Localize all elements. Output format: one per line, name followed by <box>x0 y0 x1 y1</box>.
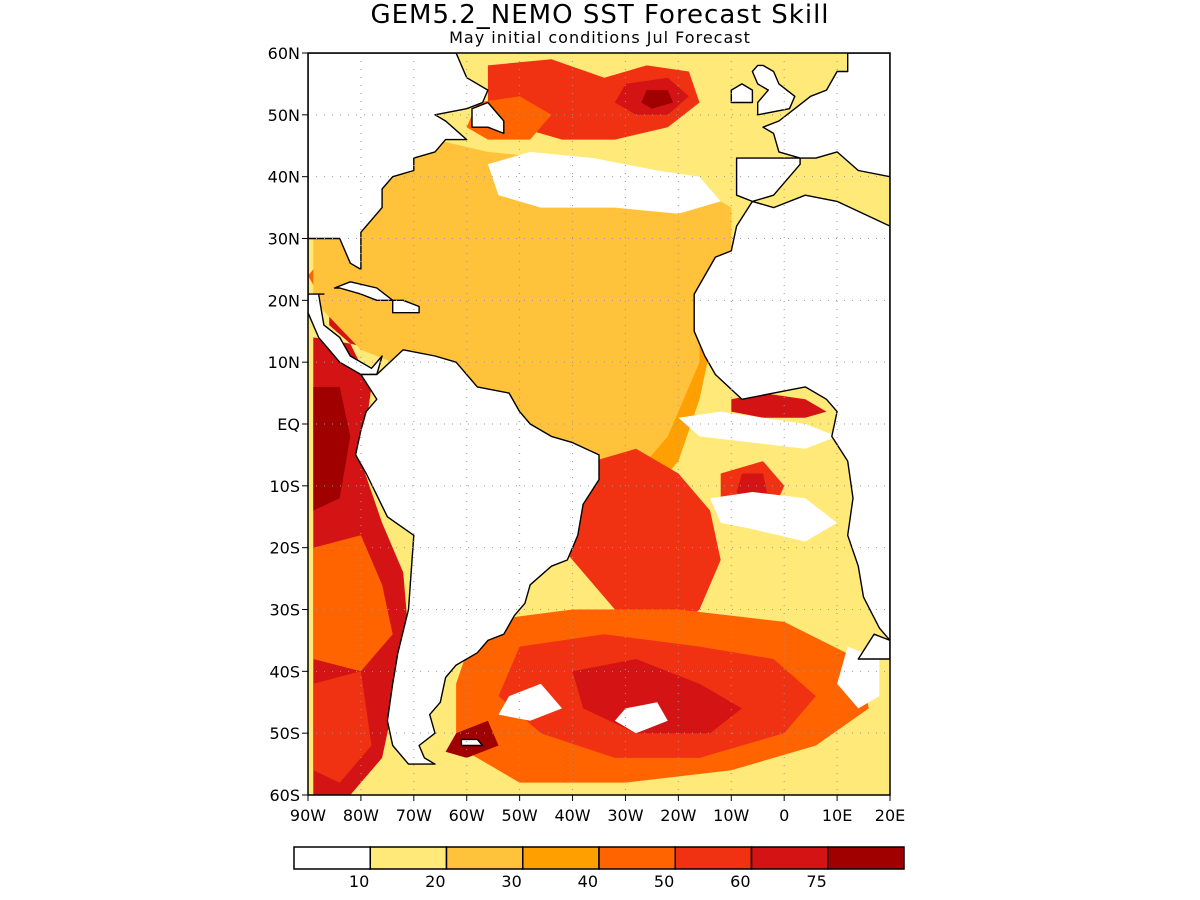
lat-tick-label: 30N <box>268 230 300 249</box>
skill-region <box>313 386 351 511</box>
colorbar-label: 10 <box>349 872 369 891</box>
lon-tick-label: 70W <box>396 806 432 825</box>
colorbar-bin <box>598 846 676 870</box>
lat-tick-label: 20S <box>269 539 300 558</box>
lat-tick-label: EQ <box>277 415 300 434</box>
land-uk <box>751 64 796 116</box>
colorbar-bin <box>522 846 600 870</box>
latitude-labels: 60N 50N 40N 30N 20N 10N EQ 10S 20S 30S 40S 50S 60S <box>268 44 308 805</box>
chart-title: GEM5.2_NEMO SST Forecast Skill <box>370 0 830 30</box>
skill-region <box>313 535 393 672</box>
colorbar-label: 20 <box>425 872 445 891</box>
land-hispaniola <box>392 299 420 314</box>
lat-tick-label: 60N <box>268 44 300 63</box>
lon-tick-label: 20E <box>875 806 905 825</box>
colorbar-bin <box>293 846 371 870</box>
graticule <box>308 53 890 795</box>
lon-tick-label: 80W <box>343 806 379 825</box>
skill-region <box>731 393 827 418</box>
colorbar-bin <box>674 846 753 870</box>
lon-tick-label: 60W <box>449 806 485 825</box>
low-skill-region <box>837 646 880 709</box>
lat-tick-label: 10N <box>268 353 300 372</box>
land-mask <box>308 16 890 765</box>
land-south-america <box>354 349 600 765</box>
land-newfoundland <box>471 101 505 135</box>
lat-tick-label: 60S <box>269 786 300 805</box>
skill-region <box>572 659 742 734</box>
colorbar-bin <box>369 846 448 870</box>
land-madagascar-cap <box>857 633 890 660</box>
lat-tick-label: 40S <box>269 662 300 681</box>
land-iberia-france <box>735 53 890 203</box>
lon-tick-label: 0 <box>779 806 789 825</box>
low-skill-region <box>710 492 838 542</box>
skill-region <box>562 448 721 635</box>
lon-tick-label: 90W <box>290 806 326 825</box>
low-skill-region <box>614 702 668 734</box>
skill-region <box>641 90 674 109</box>
land-ireland <box>730 83 754 104</box>
lat-tick-label: 20N <box>268 291 300 310</box>
lat-tick-label: 40N <box>268 168 300 187</box>
skill-region <box>313 139 732 486</box>
longitude-labels: 90W 80W 70W 60W 50W 40W 30W 20W 10W 0 10E 20E <box>290 795 905 825</box>
colorbar-label: 50 <box>654 872 674 891</box>
low-skill-region <box>678 411 838 449</box>
land-greenland-iceland <box>657 16 710 28</box>
skill-region <box>313 671 372 783</box>
lat-tick-label: 50N <box>268 106 300 125</box>
colorbar-bin <box>445 846 524 870</box>
lon-tick-label: 10E <box>822 806 852 825</box>
low-skill-region <box>487 151 721 214</box>
colorbar: 10 20 30 40 50 60 75 <box>293 846 905 891</box>
colorbar-label: 40 <box>578 872 598 891</box>
lon-tick-label: 50W <box>502 806 538 825</box>
lon-tick-label: 40W <box>554 806 590 825</box>
colorbar-label: 75 <box>806 872 826 891</box>
lat-tick-label: 50S <box>269 724 300 743</box>
colorbar-label: 30 <box>501 872 521 891</box>
lon-tick-label: 20W <box>660 806 696 825</box>
land-africa-europe <box>693 53 890 642</box>
colorbar-label: 60 <box>730 872 750 891</box>
lon-tick-label: 10W <box>713 806 749 825</box>
lon-tick-label: 30W <box>607 806 643 825</box>
colorbar-bin <box>750 846 829 870</box>
lat-tick-label: 10S <box>269 477 300 496</box>
low-skill-region <box>498 683 562 721</box>
land-cuba <box>333 281 394 301</box>
lat-tick-label: 30S <box>269 601 300 620</box>
colorbar-bin <box>827 846 905 870</box>
chart-subtitle: May initial conditions Jul Forecast <box>449 28 751 47</box>
land-falklands <box>460 738 484 747</box>
